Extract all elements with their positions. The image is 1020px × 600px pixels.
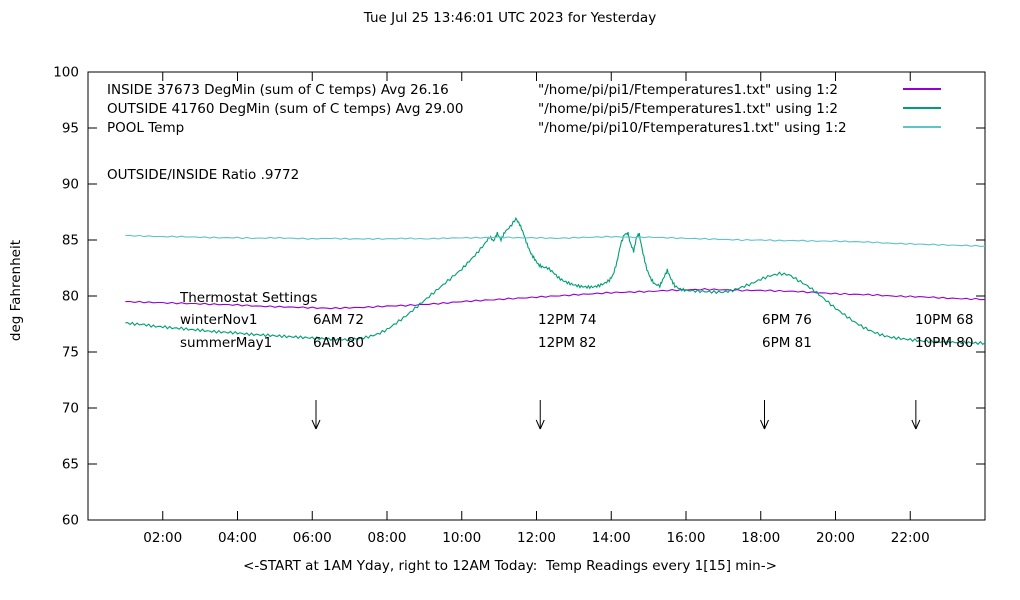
svg-text:60: 60 <box>62 513 79 529</box>
thermostat-summer-10pm: 10PM 80 <box>915 335 974 351</box>
legend-line-sample <box>903 126 941 128</box>
svg-text:02:00: 02:00 <box>143 530 182 546</box>
legend-series-label: OUTSIDE 41760 DegMin (sum of C temps) Av… <box>107 101 464 117</box>
svg-text:12:00: 12:00 <box>517 530 556 546</box>
thermostat-summer-6am: 6AM 80 <box>313 335 364 351</box>
thermostat-summer-6pm: 6PM 81 <box>762 335 812 351</box>
svg-text:16:00: 16:00 <box>667 530 706 546</box>
ratio-annotation: OUTSIDE/INSIDE Ratio .9772 <box>107 167 300 183</box>
svg-text:80: 80 <box>62 289 79 305</box>
svg-text:22:00: 22:00 <box>891 530 930 546</box>
thermostat-winter-10pm: 10PM 68 <box>915 312 974 328</box>
thermostat-winter-6am: 6AM 72 <box>313 312 364 328</box>
svg-text:75: 75 <box>62 345 79 361</box>
svg-text:04:00: 04:00 <box>218 530 257 546</box>
svg-text:10:00: 10:00 <box>442 530 481 546</box>
thermostat-heading: Thermostat Settings <box>180 290 318 306</box>
legend-series-label: POOL Temp <box>107 120 185 136</box>
thermostat-summer-12pm: 12PM 82 <box>538 335 597 351</box>
legend-file-path: "/home/pi/pi10/Ftemperatures1.txt" using… <box>538 120 847 136</box>
thermostat-winter-6pm: 6PM 76 <box>762 312 812 328</box>
y-axis-label: deg Fahrenheit <box>8 240 24 342</box>
svg-text:70: 70 <box>62 401 79 417</box>
thermostat-winter-12pm: 12PM 74 <box>538 312 597 328</box>
svg-text:100: 100 <box>53 65 79 81</box>
legend-series-label: INSIDE 37673 DegMin (sum of C temps) Avg… <box>107 82 449 98</box>
svg-text:85: 85 <box>62 233 79 249</box>
chart-title: Tue Jul 25 13:46:01 UTC 2023 for Yesterd… <box>363 10 657 26</box>
legend-line-sample <box>903 107 941 109</box>
svg-text:95: 95 <box>62 121 79 137</box>
svg-text:08:00: 08:00 <box>368 530 407 546</box>
svg-text:06:00: 06:00 <box>293 530 332 546</box>
legend-line-sample <box>903 88 941 90</box>
legend-file-path: "/home/pi/pi5/Ftemperatures1.txt" using … <box>538 101 838 117</box>
thermostat-winter-name: winterNov1 <box>180 312 258 328</box>
svg-text:18:00: 18:00 <box>741 530 780 546</box>
svg-text:90: 90 <box>62 177 79 193</box>
svg-text:14:00: 14:00 <box>592 530 631 546</box>
thermostat-summer-name: summerMay1 <box>180 335 273 351</box>
x-axis-label: <-START at 1AM Yday, right to 12AM Today… <box>243 558 777 574</box>
svg-text:65: 65 <box>62 457 79 473</box>
legend-file-path: "/home/pi/pi1/Ftemperatures1.txt" using … <box>538 82 838 98</box>
svg-text:20:00: 20:00 <box>816 530 855 546</box>
